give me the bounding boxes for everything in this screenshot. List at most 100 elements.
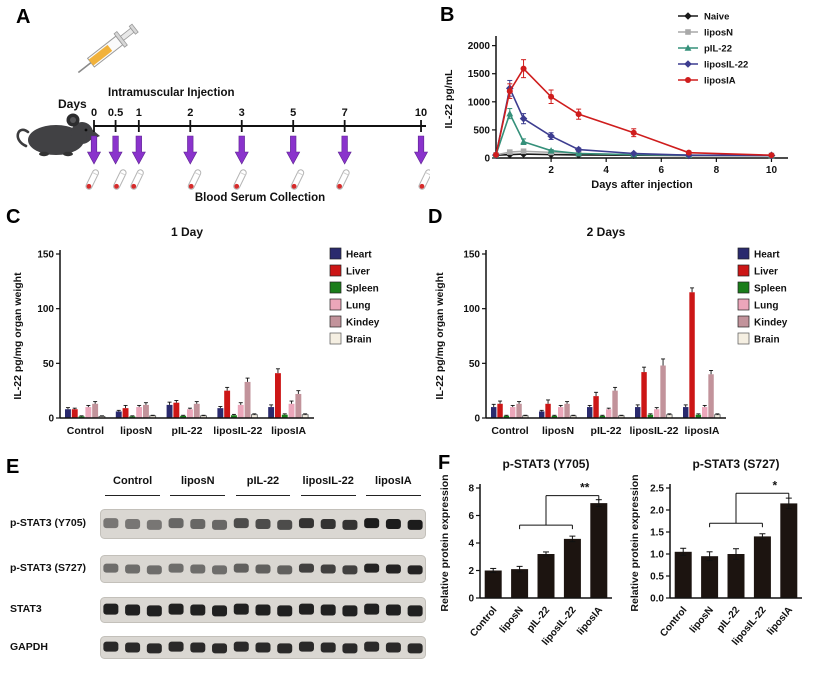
- bar-Kindey: [660, 365, 666, 418]
- legend-swatch-Kindey: [329, 315, 342, 328]
- marker-circle: [548, 93, 555, 100]
- bar-Heart: [166, 404, 173, 418]
- bar: [753, 536, 771, 598]
- blot-group-label: liposIA: [375, 475, 412, 487]
- protein-band: [364, 518, 380, 529]
- marker-triangle: [506, 110, 514, 117]
- bar-Spleen: [695, 414, 702, 418]
- marker-circle: [630, 129, 637, 136]
- legend-label: Lung: [346, 301, 370, 312]
- bar-Kindey: [708, 374, 714, 418]
- bar-Lung: [136, 407, 143, 418]
- protein-band: [212, 643, 228, 654]
- category-label: liposIA: [575, 605, 605, 638]
- protein-band: [168, 563, 184, 573]
- category-label: Control: [658, 605, 689, 639]
- legend-label: Kindey: [754, 318, 788, 329]
- protein-band: [190, 642, 206, 653]
- protein-band: [320, 519, 336, 529]
- legend-label: Liver: [346, 267, 370, 278]
- legend-swatch-Lung: [329, 298, 342, 311]
- y-tick-label: 150: [37, 250, 54, 261]
- marker-circle: [685, 149, 692, 156]
- bar: [511, 569, 529, 598]
- blot-group-underline: [366, 495, 421, 496]
- bar-Lung: [702, 407, 708, 418]
- y-tick-label: 2.5: [650, 484, 664, 495]
- bar-Kindey: [244, 381, 251, 418]
- y-tick-label: 8: [468, 484, 474, 495]
- protein-band: [342, 605, 358, 617]
- category-label: Control: [491, 425, 528, 437]
- category-label: liposN: [498, 605, 526, 635]
- marker-square: [520, 148, 527, 155]
- bar-Liver: [224, 390, 231, 418]
- category-label: liposIL-22: [213, 425, 262, 437]
- blot-group-underline: [105, 495, 160, 496]
- legend-label: Spleen: [754, 284, 787, 295]
- bar-Spleen: [129, 416, 136, 418]
- protein-band: [125, 519, 141, 529]
- protein-band: [103, 563, 119, 573]
- legend-label: pIL-22: [704, 44, 732, 55]
- protein-band: [407, 643, 423, 654]
- category-label: pIL-22: [591, 425, 622, 437]
- chart-title: 2 Days: [587, 225, 626, 239]
- protein-band: [364, 563, 380, 573]
- marker-triangle: [684, 44, 692, 51]
- protein-band: [146, 565, 162, 575]
- y-axis-label: IL-22 pg/mg organ weight: [12, 272, 24, 400]
- days-label: Days: [58, 97, 87, 111]
- western-blot-strip: [100, 636, 426, 659]
- bar: [563, 538, 581, 598]
- bar-Spleen: [281, 414, 288, 418]
- blot-group-underline: [300, 495, 356, 496]
- protein-band: [385, 642, 401, 653]
- protein-band: [342, 643, 358, 654]
- marker-diamond: [684, 12, 692, 20]
- protein-band: [212, 519, 228, 530]
- panel-d-label: D: [428, 206, 443, 228]
- panel-a-schematic: Intramuscular Injection Days 0 0.5 1 2 3 5 7 10 Bl…: [10, 8, 430, 204]
- x-tick-label: 8: [714, 165, 720, 176]
- serum-tube-icon: [187, 169, 202, 190]
- legend-label: Spleen: [346, 284, 379, 295]
- bar-Spleen: [503, 415, 510, 418]
- injection-arrow-icon: [337, 135, 352, 165]
- chart-title: 1 Day: [171, 225, 203, 239]
- bar: [590, 503, 608, 598]
- y-tick-label: 1.0: [650, 550, 664, 561]
- legend-label: Brain: [754, 335, 780, 346]
- protein-band: [298, 641, 314, 652]
- marker-circle: [506, 88, 513, 95]
- protein-band: [146, 519, 162, 530]
- injection-arrow-icon: [234, 135, 249, 165]
- x-tick-label: 6: [659, 165, 665, 176]
- protein-band: [277, 519, 293, 530]
- pstat3-s727-bar-chart: 0.0 0.5 1.0 1.5 2.0 2.5 Relative protein expre…: [629, 457, 802, 648]
- injection-label: Intramuscular Injection: [108, 87, 235, 99]
- serum-tube-icon: [418, 169, 430, 190]
- legend-label: Naive: [704, 12, 729, 23]
- panel-c-organ-distribution-1day: 0 50 100 150 IL-22 pg/mg organ weight 1 Day Co…: [8, 206, 424, 452]
- y-tick-label: 4: [468, 539, 474, 550]
- protein-band: [125, 642, 141, 653]
- protein-band: [255, 604, 271, 616]
- bar-Liver: [497, 403, 503, 418]
- blot-group-label: Control: [113, 475, 153, 487]
- bar-Liver: [593, 396, 599, 418]
- bar-Lung: [606, 409, 612, 418]
- marker-diamond: [574, 145, 583, 154]
- bar-Spleen: [180, 415, 187, 418]
- bar-Lung: [187, 409, 193, 418]
- timeline: 0 0.5 1 2 3 5 7 10: [85, 107, 430, 190]
- significance-label: *: [772, 478, 777, 492]
- bar-Liver: [71, 409, 78, 418]
- bar: [537, 554, 555, 598]
- serum-tube-icon: [336, 169, 350, 190]
- protein-band: [103, 641, 119, 652]
- legend-label: Brain: [346, 335, 372, 346]
- panel-b-label: B: [440, 4, 455, 26]
- organ-bar-chart-1day: 0 50 100 150 IL-22 pg/mg organ weight 1 Day Co…: [12, 225, 380, 437]
